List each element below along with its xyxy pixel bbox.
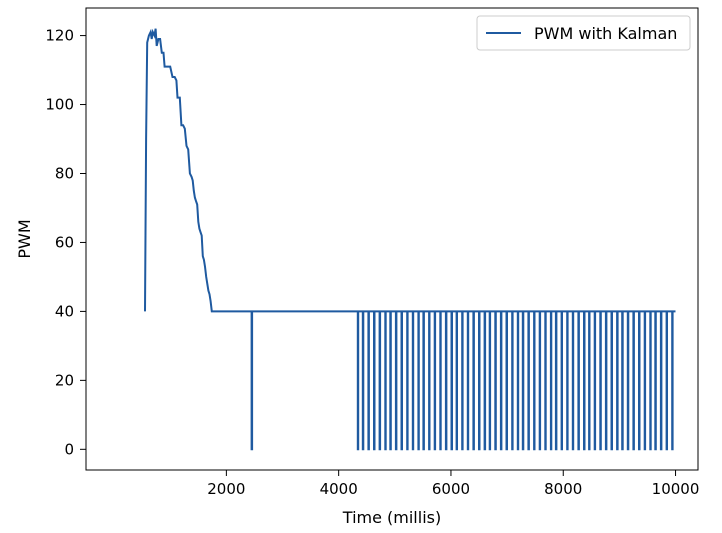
x-tick-label: 8000 [544, 480, 582, 498]
x-tick-label: 10000 [652, 480, 700, 498]
x-axis-ticks: 2000 4000 6000 8000 10000 [207, 470, 699, 498]
y-axis-ticks: 0 20 40 60 80 100 120 [45, 27, 86, 458]
y-tick-label: 80 [55, 164, 74, 182]
axes-frame [85, 7, 699, 471]
legend: PWM with Kalman [476, 15, 691, 51]
legend-label: PWM with Kalman [534, 24, 677, 43]
y-tick-label: 40 [55, 302, 74, 320]
y-tick-label: 0 [64, 440, 74, 458]
x-tick-label: 4000 [320, 480, 358, 498]
y-tick-label: 100 [45, 96, 74, 114]
x-axis-label: Time (millis) [342, 508, 441, 527]
y-tick-label: 120 [45, 27, 74, 45]
legend-box [476, 15, 691, 51]
y-axis-label: PWM [15, 219, 34, 258]
y-tick-label: 20 [55, 371, 74, 389]
series-line-pwm-with-kalman [144, 28, 676, 451]
x-tick-label: 6000 [432, 480, 470, 498]
plot-area [144, 28, 676, 451]
x-tick-label: 2000 [207, 480, 245, 498]
y-tick-label: 60 [55, 233, 74, 251]
